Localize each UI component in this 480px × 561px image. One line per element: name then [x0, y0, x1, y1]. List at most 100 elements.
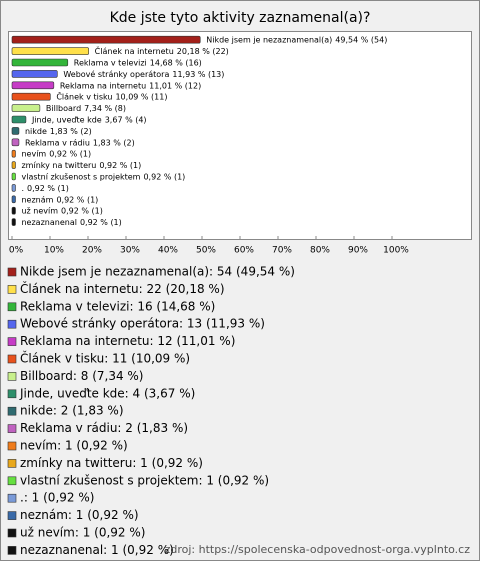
- value-label: 0,92 % (1): [27, 183, 69, 192]
- bar-label: Reklama na internetu 11,01 % (12): [60, 81, 201, 90]
- value-label: 20,18 % (22): [177, 47, 229, 56]
- bar: [11, 138, 20, 147]
- bar-label: Jinde, uveďte kde 3,67 % (4): [31, 115, 147, 124]
- bar-label: Billboard 7,34 % (8): [46, 104, 126, 113]
- legend-swatch: [7, 511, 17, 520]
- bar: [11, 92, 51, 101]
- bar-label: nevím 0,92 % (1): [21, 149, 91, 158]
- value-label: 11,93 % (13): [172, 69, 224, 78]
- bar: [11, 47, 89, 55]
- x-tick-label: 40%: [158, 246, 178, 256]
- legend-swatch: [7, 459, 17, 468]
- category-label: Článek na internetu: [95, 45, 174, 56]
- legend-swatch: [7, 354, 17, 364]
- category-label: Billboard: [46, 104, 81, 113]
- x-tick-label: 60%: [234, 246, 254, 256]
- legend-swatch: [7, 441, 17, 451]
- category-label: neznám: [21, 195, 53, 204]
- value-label: 1,83 % (2): [50, 126, 92, 135]
- bar-label: neznám 0,92 % (1): [21, 195, 98, 204]
- category-label: Reklama v televizi: [74, 58, 147, 67]
- value-label: 0,92 % (1): [56, 195, 98, 204]
- value-label: 0,92 % (1): [143, 172, 185, 181]
- x-tick-label: 30%: [120, 246, 140, 256]
- bar: [11, 35, 201, 44]
- bar-label: Článek na internetu 20,18 % (22): [95, 45, 229, 56]
- x-tick-label: 70%: [272, 246, 292, 256]
- bar: [11, 115, 27, 124]
- x-tick-label: 100%: [383, 246, 409, 256]
- bar: [11, 127, 20, 135]
- bar: [11, 149, 16, 158]
- x-tick-label: 20%: [82, 246, 102, 256]
- legend-label: Nikde jsem je nezaznamenal(a): 54 (49,54…: [20, 265, 295, 279]
- value-label: 0,92 % (1): [80, 218, 122, 227]
- value-label: 7,34 % (8): [84, 104, 126, 113]
- bar-label: . 0,92 % (1): [21, 183, 68, 192]
- category-label: Reklama na internetu: [60, 81, 146, 90]
- value-label: 3,67 % (4): [105, 115, 147, 124]
- category-label: vlastní zkušenost s projektem: [21, 171, 140, 181]
- legend-swatch: [7, 493, 17, 503]
- bar-label: nezaznanenal 0,92 % (1): [21, 218, 121, 227]
- legend-swatch: [7, 424, 17, 433]
- category-label: Webové stránky operátora: [63, 68, 169, 78]
- bar: [11, 195, 16, 204]
- x-tick-label: 0%: [9, 246, 24, 256]
- value-label: 10,09 % (11): [115, 92, 167, 101]
- legend-swatch: [7, 372, 17, 381]
- legend-label: vlastní zkušenost s projektem: 1 (0,92 %…: [20, 473, 269, 487]
- bar-label: nikde 1,83 % (2): [25, 126, 92, 135]
- category-label: Nikde jsem je nezaznamenal(a): [206, 35, 332, 44]
- legend-label: .: 1 (0,92 %): [20, 491, 94, 505]
- plot-area: [8, 31, 472, 240]
- legend-label: Reklama v rádiu: 2 (1,83 %): [20, 421, 188, 435]
- legend-swatch: [7, 285, 17, 294]
- bar: [11, 161, 16, 169]
- bar: [11, 81, 55, 90]
- category-label: zmínky na twitteru: [21, 161, 96, 170]
- value-label: 1,83 % (2): [93, 138, 135, 147]
- x-tick-label: 10%: [44, 246, 64, 256]
- bar-label: Nikde jsem je nezaznamenal(a) 49,54 % (54…: [206, 35, 387, 44]
- legend-label: Článek v tisku: 11 (10,09 %): [20, 351, 190, 366]
- category-label: Jinde, uveďte kde: [31, 115, 102, 124]
- legend-swatch: [7, 389, 17, 399]
- legend-label: Reklama v televizi: 16 (14,68 %): [20, 299, 215, 313]
- category-label: nikde: [25, 126, 47, 135]
- legend-label: zmínky na twitteru: 1 (0,92 %): [20, 456, 203, 470]
- value-label: 0,92 % (1): [99, 161, 141, 170]
- bar-label: už nevím 0,92 % (1): [21, 206, 102, 215]
- bar-label: zmínky na twitteru 0,92 % (1): [21, 161, 141, 170]
- category-label: .: [21, 183, 24, 192]
- chart-title: Kde jste tyto aktivity zaznamenal(a)?: [110, 10, 371, 26]
- category-label: Článek v tisku: [56, 90, 112, 101]
- bar: [11, 104, 41, 112]
- legend-swatch: [7, 302, 17, 312]
- bar-label: vlastní zkušenost s projektem 0,92 % (1): [21, 171, 185, 181]
- category-label: nezaznanenal: [21, 218, 76, 227]
- x-tick-label: 90%: [348, 246, 368, 256]
- legend-swatch: [7, 528, 17, 538]
- x-tick-label: 50%: [196, 246, 216, 256]
- legend-swatch: [7, 267, 17, 277]
- legend-label: už nevím: 1 (0,92 %): [20, 526, 145, 540]
- legend-swatch: [7, 546, 17, 555]
- bar: [11, 172, 16, 181]
- value-label: 0,92 % (1): [61, 206, 103, 215]
- legend-swatch: [7, 406, 17, 416]
- legend-label: nikde: 2 (1,83 %): [20, 404, 124, 418]
- category-label: Reklama v rádiu: [25, 138, 90, 147]
- legend-label: Článek na internetu: 22 (20,18 %): [20, 281, 225, 296]
- legend-swatch: [7, 319, 17, 329]
- bar-label: Webové stránky operátora 11,93 % (13): [63, 68, 224, 78]
- bar: [11, 206, 16, 215]
- legend-label: nevím: 1 (0,92 %): [20, 439, 128, 453]
- legend-label: Webové stránky operátora: 13 (11,93 %): [20, 317, 265, 331]
- legend-swatch: [7, 337, 17, 346]
- legend-swatch: [7, 476, 17, 486]
- bar-label: Reklama v televizi 14,68 % (16): [74, 58, 202, 67]
- value-label: 0,92 % (1): [49, 149, 91, 158]
